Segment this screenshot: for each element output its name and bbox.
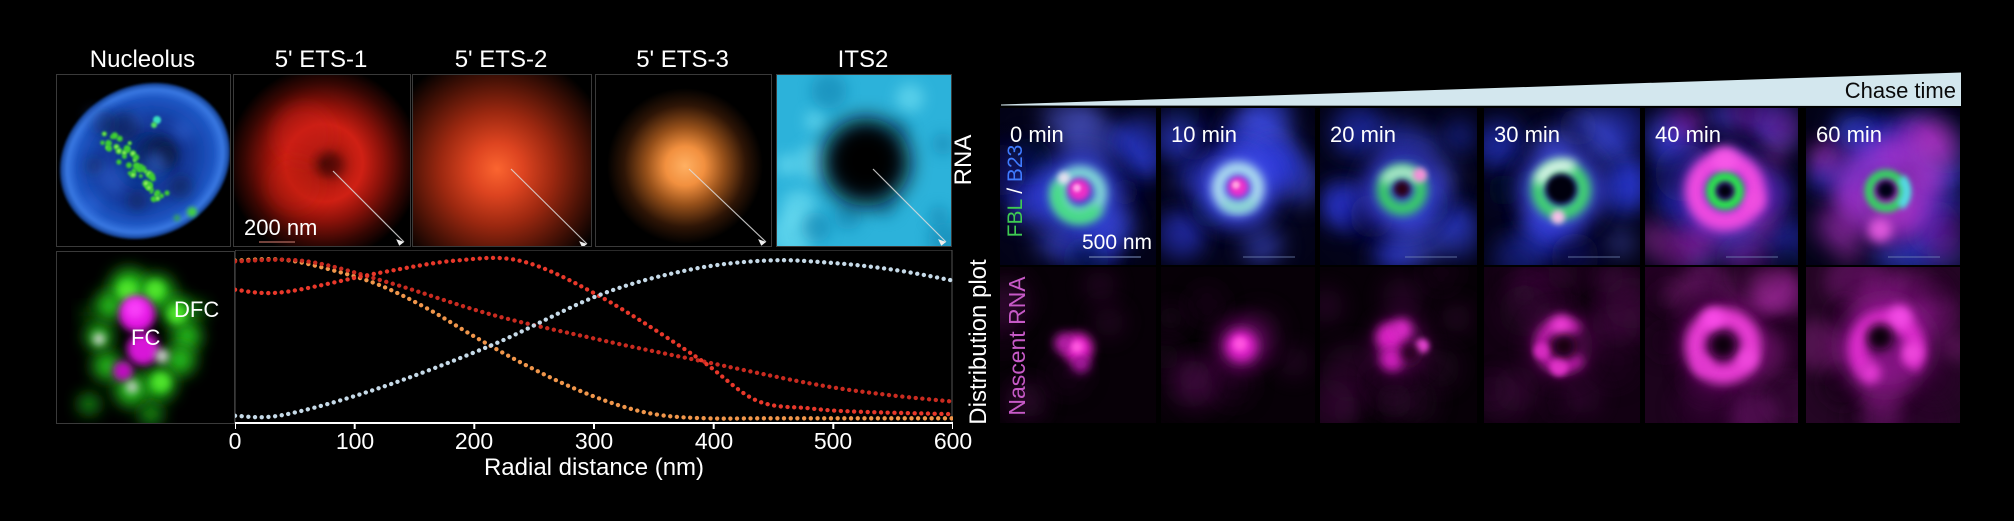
svg-text:500 nm: 500 nm xyxy=(1082,231,1152,254)
svg-text:200 nm: 200 nm xyxy=(244,215,317,240)
svg-text:DFC: DFC xyxy=(174,297,219,322)
svg-text:30 min: 30 min xyxy=(1494,122,1560,147)
svg-text:10 min: 10 min xyxy=(1171,122,1237,147)
svg-text:20 min: 20 min xyxy=(1330,122,1396,147)
svg-text:0 min: 0 min xyxy=(1010,122,1064,147)
svg-text:FC: FC xyxy=(131,325,160,350)
svg-text:40 min: 40 min xyxy=(1655,122,1721,147)
svg-text:60 min: 60 min xyxy=(1816,122,1882,147)
svg-text:Chase time: Chase time xyxy=(1845,78,1956,103)
